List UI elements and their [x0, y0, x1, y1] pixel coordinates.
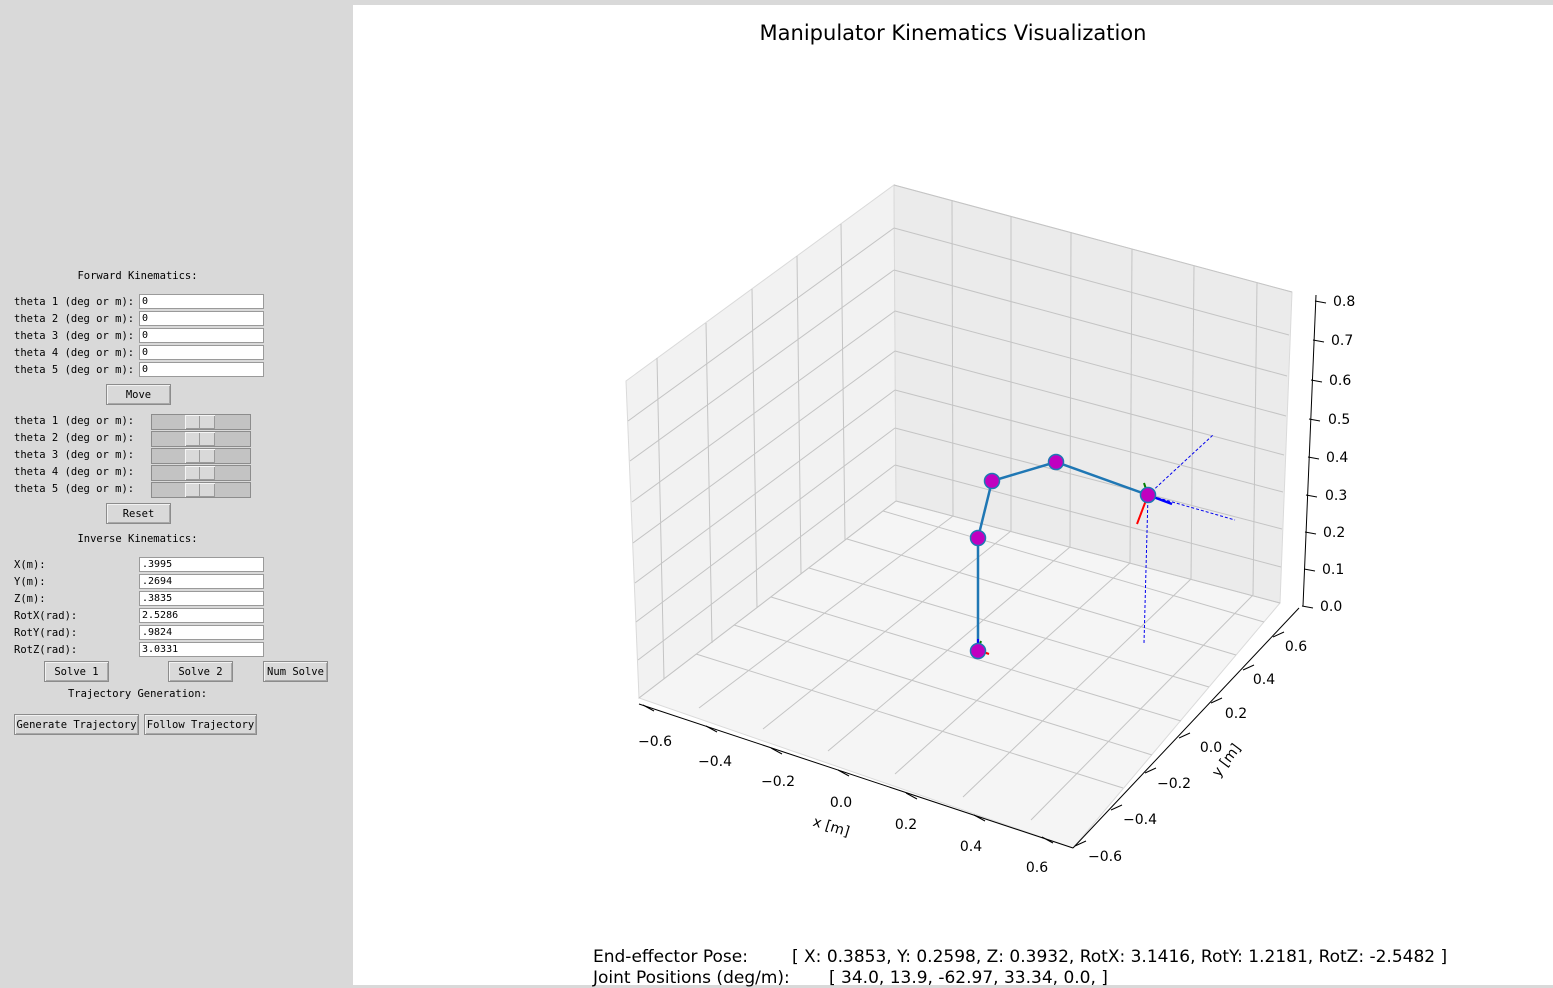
y-tick-label: −0.2: [1157, 776, 1191, 792]
ik-x-label: X(m):: [14, 559, 46, 571]
y-tick-label: −0.6: [1088, 849, 1122, 865]
ik-roty-input[interactable]: [139, 625, 264, 640]
theta-1-label: theta 1 (deg or m):: [14, 296, 135, 308]
joint-positions-value: [ 34.0, 13.9, -62.97, 33.34, 0.0, ]: [829, 968, 1108, 988]
z-tick-label: 0.3: [1325, 488, 1347, 504]
solve-2-button[interactable]: Solve 2: [168, 661, 233, 682]
slider-3-label: theta 3 (deg or m):: [14, 449, 135, 461]
joint-marker: [1139, 486, 1157, 504]
theta-3-input[interactable]: [139, 328, 264, 343]
x-tick-label: −0.4: [698, 754, 732, 770]
x-tick-label: 0.0: [830, 795, 852, 811]
theta-5-input[interactable]: [139, 362, 264, 377]
x-tick-label: 0.2: [895, 817, 917, 833]
theta-4-label: theta 4 (deg or m):: [14, 347, 135, 359]
generate-trajectory-button[interactable]: Generate Trajectory: [14, 714, 139, 735]
y-tick-label: 0.0: [1200, 740, 1222, 756]
theta-2-slider[interactable]: [151, 431, 251, 447]
theta-4-input[interactable]: [139, 345, 264, 360]
theta-3-label: theta 3 (deg or m):: [14, 330, 135, 342]
end-effector-pose-value: [ X: 0.3853, Y: 0.2598, Z: 0.3932, RotX:…: [792, 947, 1448, 967]
ik-y-input[interactable]: [139, 574, 264, 589]
trajectory-generation-header: Trajectory Generation:: [67, 688, 208, 700]
joint-marker: [983, 472, 1001, 490]
ik-z-label: Z(m):: [14, 593, 46, 605]
slider-thumb[interactable]: [185, 449, 215, 463]
joint-positions-label: Joint Positions (deg/m):: [593, 968, 790, 988]
theta-5-slider[interactable]: [151, 482, 251, 498]
x-tick-label: −0.6: [638, 734, 672, 750]
forward-kinematics-header: Forward Kinematics:: [77, 270, 198, 282]
ik-rotz-input[interactable]: [139, 642, 264, 657]
theta-3-slider[interactable]: [151, 448, 251, 464]
theta-2-input[interactable]: [139, 311, 264, 326]
move-button[interactable]: Move: [106, 384, 171, 405]
theta-1-input[interactable]: [139, 294, 264, 309]
y-axis-line: [1072, 607, 1300, 849]
slider-2-label: theta 2 (deg or m):: [14, 432, 135, 444]
z-tick-label: 0.6: [1329, 373, 1351, 389]
z-axis-line: [1302, 294, 1317, 607]
inverse-kinematics-header: Inverse Kinematics:: [77, 533, 198, 545]
theta-4-slider[interactable]: [151, 465, 251, 481]
ik-rotx-input[interactable]: [139, 608, 264, 623]
x-axis-line: [638, 703, 1074, 849]
reset-button[interactable]: Reset: [106, 503, 171, 524]
theta-2-label: theta 2 (deg or m):: [14, 313, 135, 325]
x-tick-label: 0.6: [1026, 860, 1048, 876]
z-tick-label: 0.1: [1322, 562, 1344, 578]
ik-z-input[interactable]: [139, 591, 264, 606]
z-axis-ticks: [1301, 300, 1327, 609]
solve-1-button[interactable]: Solve 1: [44, 661, 109, 682]
y-tick-label: 0.2: [1225, 706, 1247, 722]
y-tick-label: −0.4: [1123, 812, 1157, 828]
x-tick-label: 0.4: [960, 839, 982, 855]
z-tick-label: 0.4: [1326, 450, 1348, 466]
z-tick-label: 0.7: [1331, 333, 1353, 349]
slider-4-label: theta 4 (deg or m):: [14, 466, 135, 478]
y-tick-label: 0.4: [1253, 672, 1275, 688]
slider-thumb[interactable]: [185, 432, 215, 446]
ik-rotz-label: RotZ(rad):: [14, 644, 78, 656]
end-effector-pose-label: End-effector Pose:: [593, 947, 748, 967]
plot-title: Manipulator Kinematics Visualization: [759, 21, 1147, 45]
slider-5-label: theta 5 (deg or m):: [14, 483, 135, 495]
y-axis-ticks: [1074, 631, 1285, 847]
z-tick-label: 0.5: [1328, 412, 1350, 428]
x-axis-ticks: [642, 704, 1054, 844]
slider-thumb[interactable]: [185, 415, 215, 429]
theta-5-label: theta 5 (deg or m):: [14, 364, 135, 376]
joint-marker: [969, 529, 987, 547]
slider-thumb[interactable]: [185, 483, 215, 497]
ik-x-input[interactable]: [139, 557, 264, 572]
num-solve-button[interactable]: Num Solve: [263, 661, 328, 682]
plot-canvas[interactable]: Manipulator Kinematics Visualization: [353, 5, 1553, 988]
z-tick-label: 0.8: [1333, 294, 1355, 310]
grid-lines: [627, 184, 1293, 821]
ik-rotx-label: RotX(rad):: [14, 610, 78, 622]
z-tick-label: 0.2: [1323, 525, 1345, 541]
joint-marker: [969, 642, 987, 660]
slider-thumb[interactable]: [185, 466, 215, 480]
follow-trajectory-button[interactable]: Follow Trajectory: [144, 714, 257, 735]
ik-roty-label: RotY(rad):: [14, 627, 78, 639]
slider-1-label: theta 1 (deg or m):: [14, 415, 135, 427]
joint-marker: [1047, 453, 1065, 471]
3d-axes[interactable]: −0.6 −0.4 −0.2 0.0 0.2 0.4 0.6 x [m] −0.…: [353, 5, 1553, 985]
x-tick-label: −0.2: [761, 774, 795, 790]
x-axis-label: x [m]: [811, 814, 851, 840]
z-tick-label: 0.0: [1320, 599, 1342, 615]
ik-y-label: Y(m):: [14, 576, 46, 588]
control-panel: Forward Kinematics: theta 1 (deg or m): …: [0, 0, 353, 985]
theta-1-slider[interactable]: [151, 414, 251, 430]
y-tick-label: 0.6: [1285, 639, 1307, 655]
